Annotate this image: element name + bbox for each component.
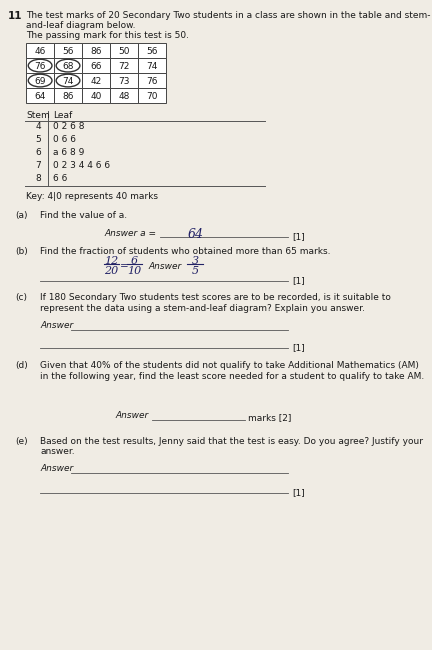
Bar xyxy=(110,88,138,103)
Text: and-leaf diagram below.: and-leaf diagram below. xyxy=(26,21,136,31)
Text: marks [2]: marks [2] xyxy=(248,413,291,423)
Text: 50: 50 xyxy=(118,47,130,56)
Text: 0 2 6 8: 0 2 6 8 xyxy=(53,122,85,131)
Text: 12: 12 xyxy=(104,256,118,266)
Text: 3: 3 xyxy=(191,256,199,266)
Text: (d): (d) xyxy=(15,361,28,370)
Text: 86: 86 xyxy=(90,47,102,56)
Text: If 180 Secondary Two students test scores are to be recorded, is it suitable to: If 180 Secondary Two students test score… xyxy=(40,293,391,302)
Text: 48: 48 xyxy=(118,92,130,101)
Bar xyxy=(82,58,110,73)
Text: answer.: answer. xyxy=(40,447,75,456)
Text: Stem: Stem xyxy=(26,111,50,120)
Bar xyxy=(138,58,165,73)
Text: [1]: [1] xyxy=(292,233,305,241)
Text: [1]: [1] xyxy=(292,343,305,352)
Text: Answer: Answer xyxy=(149,262,182,271)
Text: 73: 73 xyxy=(118,77,130,86)
Bar xyxy=(26,73,54,88)
Text: 64: 64 xyxy=(35,92,46,101)
Bar xyxy=(54,58,82,73)
Bar xyxy=(26,43,54,58)
Bar xyxy=(138,88,165,103)
Bar xyxy=(110,43,138,58)
Bar xyxy=(110,73,138,88)
Text: Key: 4|0 represents 40 marks: Key: 4|0 represents 40 marks xyxy=(26,192,158,201)
Text: (b): (b) xyxy=(15,248,28,256)
Text: 8: 8 xyxy=(36,174,41,183)
Text: in the following year, find the least score needed for a student to qualify to t: in the following year, find the least sc… xyxy=(40,372,424,381)
Text: 64: 64 xyxy=(187,228,203,241)
Text: 56: 56 xyxy=(146,47,157,56)
Text: 11: 11 xyxy=(8,11,22,21)
Bar xyxy=(26,58,54,73)
Bar xyxy=(82,88,110,103)
Text: (a): (a) xyxy=(15,211,28,220)
Text: 46: 46 xyxy=(35,47,46,56)
Text: 66: 66 xyxy=(90,62,102,71)
Text: 0 6 6: 0 6 6 xyxy=(53,135,76,144)
Text: =: = xyxy=(119,261,128,271)
Text: The test marks of 20 Secondary Two students in a class are shown in the table an: The test marks of 20 Secondary Two stude… xyxy=(26,11,431,20)
Text: 6: 6 xyxy=(36,148,41,157)
Text: The passing mark for this test is 50.: The passing mark for this test is 50. xyxy=(26,31,189,40)
Text: 10: 10 xyxy=(127,266,142,276)
Text: Find the value of a.: Find the value of a. xyxy=(40,211,127,220)
Text: Given that 40% of the students did not qualify to take Additional Mathematics (A: Given that 40% of the students did not q… xyxy=(40,361,419,370)
Bar xyxy=(54,88,82,103)
Text: 86: 86 xyxy=(62,92,74,101)
Bar xyxy=(26,88,54,103)
Text: 72: 72 xyxy=(118,62,130,71)
Text: 6 6: 6 6 xyxy=(53,174,68,183)
Text: 20: 20 xyxy=(104,266,118,276)
Text: Find the fraction of students who obtained more than 65 marks.: Find the fraction of students who obtain… xyxy=(40,248,330,256)
Bar xyxy=(138,73,165,88)
Text: 42: 42 xyxy=(90,77,102,86)
Text: 69: 69 xyxy=(35,77,46,86)
Text: Based on the test results, Jenny said that the test is easy. Do you agree? Justi: Based on the test results, Jenny said th… xyxy=(40,437,423,445)
Text: 74: 74 xyxy=(62,77,74,86)
Text: 76: 76 xyxy=(146,77,157,86)
Text: Answer: Answer xyxy=(115,411,149,420)
Text: Answer: Answer xyxy=(40,321,73,330)
Text: Answer: Answer xyxy=(40,464,73,473)
Text: represent the data using a stem-and-leaf diagram? Explain you answer.: represent the data using a stem-and-leaf… xyxy=(40,304,365,313)
Text: 5: 5 xyxy=(191,266,199,276)
Text: (c): (c) xyxy=(15,293,27,302)
Bar xyxy=(138,43,165,58)
Text: 40: 40 xyxy=(90,92,102,101)
Bar xyxy=(54,43,82,58)
Text: 6: 6 xyxy=(131,256,138,266)
Text: [1]: [1] xyxy=(292,276,305,285)
Text: 68: 68 xyxy=(62,62,74,71)
Bar xyxy=(82,73,110,88)
Text: 4: 4 xyxy=(36,122,41,131)
Text: 56: 56 xyxy=(62,47,74,56)
Text: a 6 8 9: a 6 8 9 xyxy=(53,148,85,157)
Text: 76: 76 xyxy=(35,62,46,71)
Bar xyxy=(110,58,138,73)
Text: [1]: [1] xyxy=(292,488,305,497)
Text: Answer a =: Answer a = xyxy=(105,229,156,239)
Text: (e): (e) xyxy=(15,437,28,445)
Text: Leaf: Leaf xyxy=(53,111,73,120)
Text: 70: 70 xyxy=(146,92,157,101)
Bar xyxy=(54,73,82,88)
Text: 5: 5 xyxy=(36,135,41,144)
Text: 74: 74 xyxy=(146,62,157,71)
Bar xyxy=(82,43,110,58)
Text: 7: 7 xyxy=(36,161,41,170)
Text: 0 2 3 4 4 6 6: 0 2 3 4 4 6 6 xyxy=(53,161,111,170)
